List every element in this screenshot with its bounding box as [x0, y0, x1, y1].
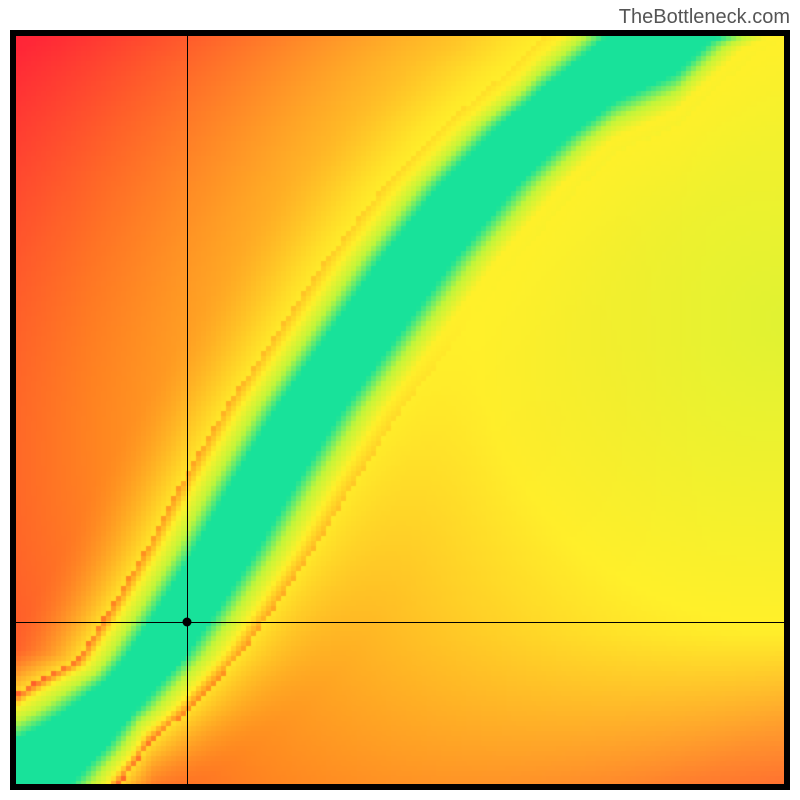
watermark-text: TheBottleneck.com [619, 6, 790, 29]
crosshair-horizontal [16, 622, 784, 623]
chart-container: TheBottleneck.com [0, 0, 800, 800]
crosshair-vertical [187, 36, 188, 784]
crosshair-marker [183, 617, 192, 626]
plot-area [10, 30, 790, 790]
heatmap-canvas [16, 36, 784, 784]
